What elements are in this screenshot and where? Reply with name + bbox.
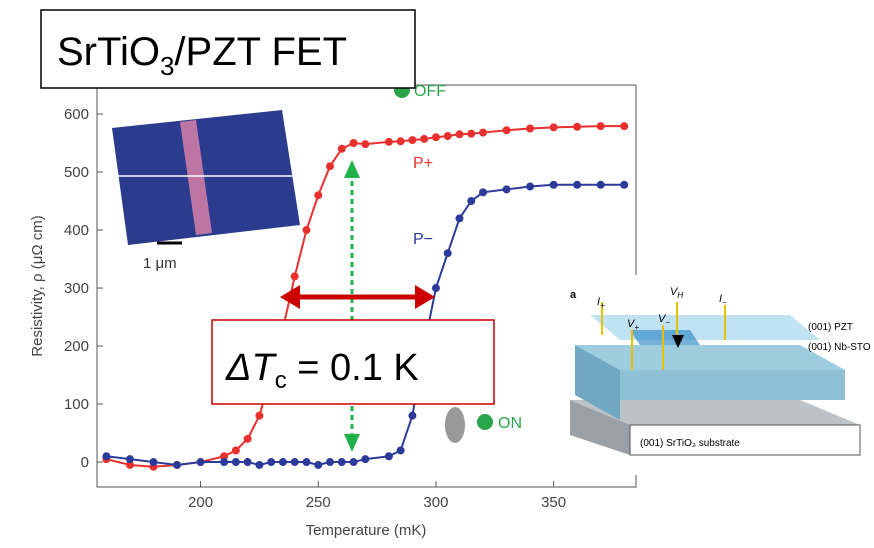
data-point (384, 137, 393, 146)
data-point (302, 458, 311, 467)
data-point (502, 185, 511, 194)
data-point (620, 180, 629, 189)
data-point (290, 272, 299, 281)
y-tick-label: 300 (64, 280, 89, 297)
data-point (455, 130, 464, 139)
data-point (502, 126, 511, 135)
data-point (596, 180, 605, 189)
data-point (255, 460, 264, 469)
data-point (467, 197, 476, 206)
data-point (220, 452, 229, 461)
x-axis-label: Temperature (mK) (306, 522, 427, 539)
data-point (255, 411, 264, 420)
probe-icon (445, 407, 465, 443)
data-point (278, 458, 287, 467)
delta-label: ΔTc = 0.1 K (225, 347, 419, 394)
y-axis-label: Resistivity, ρ (μΩ cm) (29, 215, 46, 356)
data-point (243, 434, 252, 443)
y-tick-label: 600 (64, 106, 89, 123)
data-point (596, 122, 605, 131)
inset-label: (001) Nb-STO (808, 342, 871, 353)
data-point (573, 122, 582, 131)
data-point (173, 460, 182, 469)
data-point (302, 226, 311, 235)
data-point (443, 132, 452, 141)
data-point (125, 455, 134, 464)
inset-label: V+ (627, 318, 639, 332)
data-point (549, 180, 558, 189)
data-point (431, 284, 440, 293)
data-point (408, 136, 417, 145)
x-tick-label: 200 (188, 494, 213, 511)
device-schematic (562, 275, 874, 475)
data-point (290, 458, 299, 467)
inset-label: (001) PZT (808, 322, 853, 333)
data-point (102, 452, 111, 461)
data-point (479, 128, 488, 137)
x-tick-label: 250 (306, 494, 331, 511)
data-point (326, 162, 335, 171)
inset-label: I− (719, 293, 727, 307)
data-point (314, 191, 323, 200)
data-point (267, 458, 276, 467)
x-tick-label: 300 (423, 494, 448, 511)
data-point (231, 446, 240, 455)
data-point (420, 134, 429, 143)
data-point (243, 458, 252, 467)
y-tick-label: 100 (64, 396, 89, 413)
data-point (349, 458, 358, 467)
data-point (443, 249, 452, 258)
data-point (384, 452, 393, 461)
data-point (196, 458, 205, 467)
y-tick-label: 0 (81, 454, 89, 471)
data-point (149, 458, 158, 467)
data-point (349, 139, 358, 148)
data-point (326, 458, 335, 467)
data-point (337, 458, 346, 467)
title-box (40, 9, 416, 89)
data-point (361, 140, 370, 149)
inset-label: VH (670, 286, 683, 300)
chart-title: SrTiO3/PZT FET (57, 30, 347, 81)
data-point (479, 188, 488, 197)
panel-label: a (570, 289, 577, 301)
arrow-head (344, 160, 360, 178)
data-point (455, 214, 464, 223)
off-label: OFF (414, 83, 446, 100)
arrow-head (280, 285, 300, 309)
inset-label: V− (658, 313, 670, 327)
on-dot (477, 414, 493, 430)
on-label: ON (498, 415, 522, 432)
inset-label: (001) SrTiO₃ substrate (640, 438, 740, 449)
data-point (526, 182, 535, 191)
y-tick-label: 200 (64, 338, 89, 355)
data-point (526, 124, 535, 133)
data-point (549, 123, 558, 132)
data-point (125, 460, 134, 469)
data-point (314, 460, 323, 469)
arrow-head (415, 285, 435, 309)
series-label: P+ (413, 155, 433, 172)
series-label: P− (413, 231, 433, 248)
data-point (337, 144, 346, 153)
scale-bar-label: 1 μm (143, 255, 177, 272)
afm-inset (112, 110, 300, 245)
data-point (620, 122, 629, 131)
data-point (408, 411, 417, 420)
data-point (361, 455, 370, 464)
data-point (220, 458, 229, 467)
arrow-head (344, 434, 360, 452)
data-point (231, 458, 240, 467)
data-point (396, 446, 405, 455)
data-point (467, 129, 476, 138)
inset-label: I+ (597, 296, 605, 310)
delta-box (211, 319, 495, 405)
data-point (396, 137, 405, 146)
y-tick-label: 500 (64, 164, 89, 181)
x-tick-label: 350 (541, 494, 566, 511)
y-tick-label: 400 (64, 222, 89, 239)
data-point (431, 133, 440, 142)
data-point (573, 180, 582, 189)
